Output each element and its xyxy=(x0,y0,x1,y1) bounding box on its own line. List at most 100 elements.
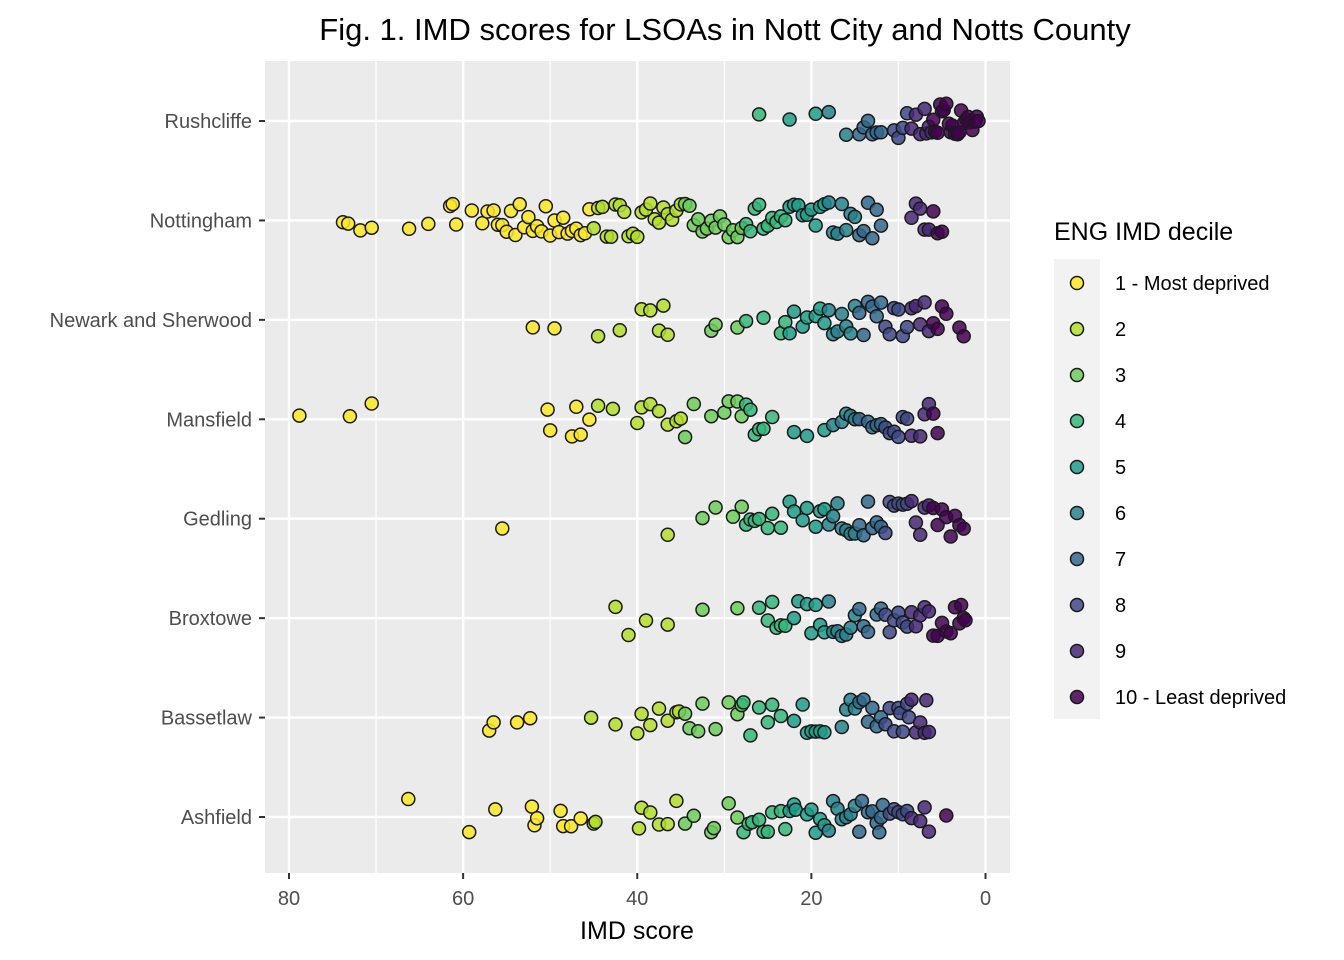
data-point xyxy=(882,624,897,640)
data-point xyxy=(756,421,771,437)
data-point xyxy=(669,793,684,809)
data-point xyxy=(660,816,675,832)
data-point xyxy=(804,802,819,817)
data-point xyxy=(621,627,636,643)
y-tick-label: Broxtowe xyxy=(169,608,252,630)
data-point xyxy=(808,106,823,122)
data-point xyxy=(821,594,837,609)
data-point xyxy=(852,824,867,839)
data-point xyxy=(292,408,307,423)
data-point xyxy=(764,697,780,713)
data-point xyxy=(590,398,606,413)
legend-label: 7 xyxy=(1115,549,1126,571)
data-point xyxy=(751,197,767,213)
data-point xyxy=(825,508,841,524)
legend-title: ENG IMD decile xyxy=(1054,218,1233,246)
y-tick-label: Nottingham xyxy=(150,210,252,232)
data-point xyxy=(919,693,934,708)
data-point xyxy=(917,295,932,310)
data-point xyxy=(904,493,919,509)
data-point xyxy=(795,697,810,712)
data-point xyxy=(847,209,863,225)
data-point xyxy=(930,425,945,441)
data-point xyxy=(630,229,645,245)
data-point xyxy=(595,199,610,215)
data-point xyxy=(808,519,823,534)
data-point xyxy=(786,304,802,319)
data-point xyxy=(751,107,767,122)
data-point xyxy=(588,814,603,830)
data-point xyxy=(634,706,649,722)
data-point xyxy=(834,306,850,322)
data-point xyxy=(563,818,579,834)
data-point xyxy=(608,599,623,615)
data-point xyxy=(605,401,621,417)
data-point xyxy=(912,527,928,543)
data-point xyxy=(895,724,911,740)
data-point xyxy=(860,624,876,640)
data-point xyxy=(721,695,736,710)
data-point xyxy=(695,602,710,617)
legend-key xyxy=(1069,367,1085,383)
data-point xyxy=(926,204,941,219)
data-point xyxy=(751,600,767,615)
data-point xyxy=(869,202,884,218)
data-point xyxy=(743,728,758,743)
data-point xyxy=(872,825,887,840)
legend-key xyxy=(1069,459,1085,475)
data-point xyxy=(631,821,647,836)
data-point xyxy=(708,317,723,332)
legend: ENG IMD decile 1 - Most deprived 2 3 4 5 6 7 8 9… xyxy=(1054,218,1286,719)
data-point xyxy=(524,799,540,814)
data-point xyxy=(764,409,780,425)
data-point xyxy=(760,824,776,839)
data-point xyxy=(695,696,710,711)
data-point xyxy=(538,198,554,214)
data-point xyxy=(721,796,736,811)
x-tick-label: 0 xyxy=(980,888,991,910)
data-point xyxy=(751,812,767,828)
data-point xyxy=(852,305,867,321)
data-point xyxy=(843,326,858,341)
data-point xyxy=(756,310,771,326)
data-point xyxy=(821,823,837,838)
data-point xyxy=(660,327,675,343)
data-point xyxy=(730,810,745,825)
data-point xyxy=(573,427,588,442)
legend-key xyxy=(1069,275,1085,291)
data-point xyxy=(939,808,954,823)
data-point xyxy=(786,504,802,519)
data-point xyxy=(899,411,915,427)
data-point xyxy=(736,695,751,710)
data-point xyxy=(891,302,906,317)
legend-label: 10 - Least deprived xyxy=(1115,687,1286,709)
data-points xyxy=(292,96,986,840)
data-point xyxy=(786,713,802,729)
data-point xyxy=(958,612,973,628)
data-point xyxy=(730,600,745,616)
data-point xyxy=(475,216,490,231)
data-point xyxy=(760,715,776,730)
x-tick-label: 60 xyxy=(452,888,474,910)
data-point xyxy=(878,525,893,541)
data-point xyxy=(677,429,693,445)
data-point xyxy=(743,224,758,239)
data-point xyxy=(921,724,937,740)
legend-label: 6 xyxy=(1115,503,1126,525)
data-point xyxy=(521,209,536,225)
data-point xyxy=(838,127,854,142)
data-point xyxy=(799,500,815,516)
data-point xyxy=(843,620,858,635)
data-point xyxy=(553,803,568,819)
data-point xyxy=(421,216,436,232)
chart-title: Fig. 1. IMD scores for LSOAs in Nott Cit… xyxy=(319,12,1131,47)
data-point xyxy=(708,500,723,515)
legend-key xyxy=(1069,643,1085,659)
x-axis-title: IMD score xyxy=(580,917,694,945)
data-point xyxy=(854,793,870,809)
data-point xyxy=(778,212,793,228)
data-point xyxy=(917,800,932,815)
data-point xyxy=(540,402,555,417)
